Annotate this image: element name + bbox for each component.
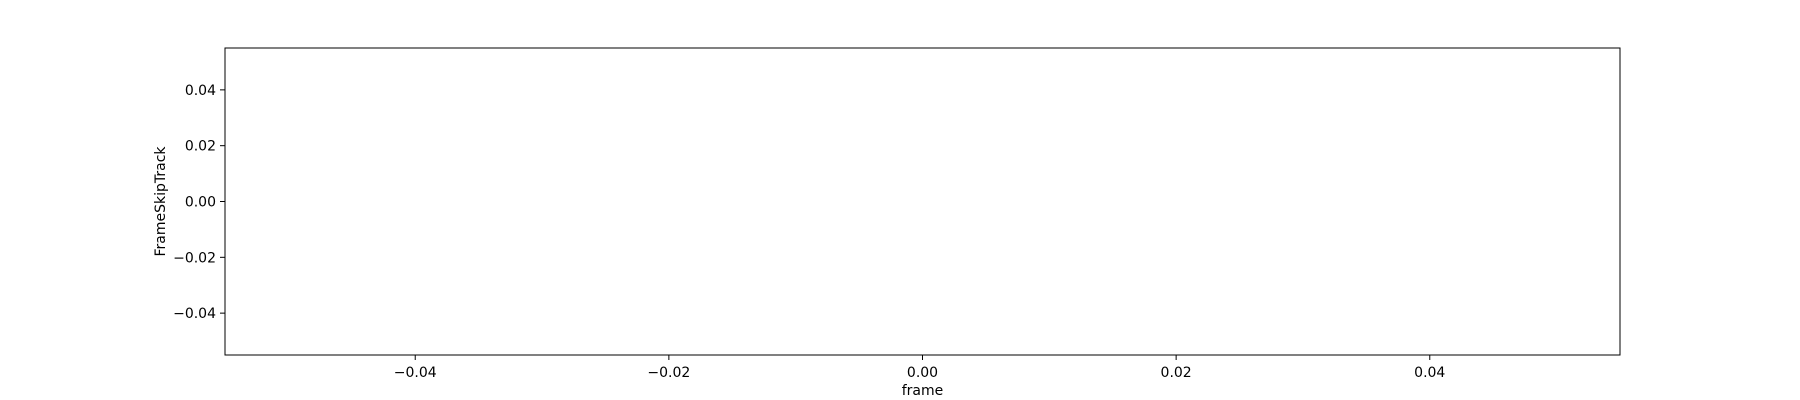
x-tick-label: −0.02: [647, 365, 690, 381]
x-tick-label: −0.04: [394, 365, 437, 381]
y-axis: 0.04 0.02 0.00 −0.02 −0.04: [173, 83, 225, 322]
x-tick-label: 0.04: [1414, 365, 1445, 381]
y-tick-label: 0.00: [185, 195, 216, 211]
y-tick-label: 0.04: [185, 83, 216, 99]
y-tick-label: −0.04: [173, 306, 216, 322]
y-axis-label: FrameSkipTrack: [153, 146, 169, 257]
x-tick-label: 0.00: [907, 365, 938, 381]
y-tick-label: −0.02: [173, 250, 216, 266]
x-tick-label: 0.02: [1161, 365, 1192, 381]
x-axis: −0.04 −0.02 0.00 0.02 0.04: [394, 355, 1445, 381]
y-tick-label: 0.02: [185, 139, 216, 155]
x-axis-label: frame: [902, 383, 944, 399]
plot-frame: [224, 47, 1621, 356]
